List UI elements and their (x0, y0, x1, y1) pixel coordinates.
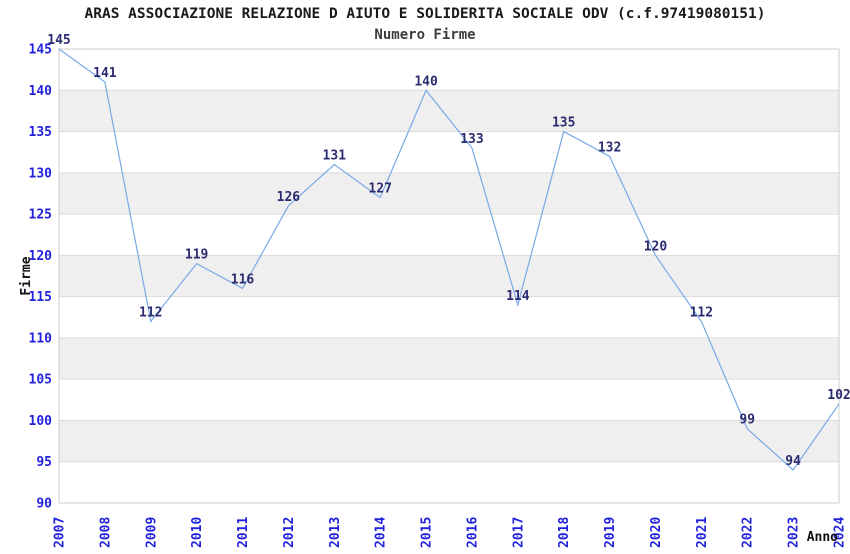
x-tick-label: 2011 (236, 517, 251, 548)
x-tick-label: 2024 (833, 517, 848, 548)
point-label: 131 (323, 149, 347, 164)
point-label: 116 (231, 272, 255, 287)
point-label: 126 (277, 190, 301, 205)
x-tick-label: 2020 (649, 517, 664, 548)
x-tick-label: 2013 (328, 517, 343, 548)
gridlines (59, 48, 839, 504)
x-tick-labels: 2007 2008 2009 2010 2011 2012 2013 2014 2015 2016… (53, 517, 848, 548)
y-axis-title: Firme (19, 256, 34, 295)
plot-bands (59, 90, 839, 462)
x-tick-label: 2007 (53, 517, 68, 548)
x-tick-label: 2018 (557, 517, 572, 548)
x-tick-label: 2009 (144, 517, 159, 548)
point-label: 141 (93, 66, 117, 81)
x-tick-label: 2015 (420, 517, 435, 548)
plot-band (59, 90, 839, 132)
y-tick-label: 145 (29, 43, 52, 58)
y-tick-labels: 90 95 100 105 110 115 120 125 130 135 140 145 (29, 43, 53, 512)
y-tick-label: 130 (29, 166, 53, 181)
y-tick-label: 120 (29, 249, 53, 264)
point-label: 132 (598, 140, 621, 155)
x-axis-title: Anno (807, 530, 838, 545)
point-label: 112 (690, 305, 713, 320)
y-tick-label: 140 (29, 84, 53, 99)
y-tick-label: 135 (29, 125, 52, 140)
point-label: 140 (414, 74, 438, 89)
y-tick-label: 90 (36, 497, 52, 512)
chart-subtitle: Numero Firme (374, 27, 475, 43)
point-label: 119 (185, 248, 208, 263)
plot-band (59, 420, 839, 462)
y-tick-label: 100 (29, 414, 53, 429)
x-tick-label: 2010 (190, 517, 205, 548)
x-tick-label: 2019 (603, 517, 618, 548)
point-label: 114 (506, 289, 530, 304)
x-tick-label: 2008 (98, 517, 113, 548)
y-tick-label: 115 (29, 290, 52, 305)
plot-band (59, 172, 839, 215)
point-label: 120 (644, 239, 668, 254)
plot-border (58, 48, 840, 504)
x-tick-label: 2022 (741, 517, 756, 548)
y-tick-label: 95 (36, 455, 52, 470)
point-label: 135 (552, 116, 575, 131)
x-tick-label: 2023 (787, 517, 802, 548)
point-label: 99 (739, 413, 755, 428)
point-label: 133 (460, 132, 483, 147)
point-label: 127 (368, 182, 391, 197)
chart-title: ARAS ASSOCIAZIONE RELAZIONE D AIUTO E SO… (85, 6, 766, 22)
point-label: 112 (139, 305, 162, 320)
line-series (58, 48, 840, 471)
x-tick-label: 2017 (511, 517, 526, 548)
x-tick-label: 2016 (465, 517, 480, 548)
x-tick-label: 2021 (695, 517, 710, 548)
point-label: 102 (827, 388, 850, 403)
point-labels: 145 141 112 119 116 126 131 127 140 133 114 135 132 1… (47, 33, 850, 469)
point-label: 94 (785, 454, 801, 469)
point-label: 145 (47, 33, 70, 48)
plot-band (59, 255, 839, 297)
y-tick-label: 110 (29, 331, 53, 346)
y-tick-label: 125 (29, 208, 52, 223)
y-tick-label: 105 (29, 373, 52, 388)
plot-band (59, 337, 839, 380)
x-tick-label: 2014 (374, 517, 389, 548)
x-tick-label: 2012 (282, 517, 297, 548)
